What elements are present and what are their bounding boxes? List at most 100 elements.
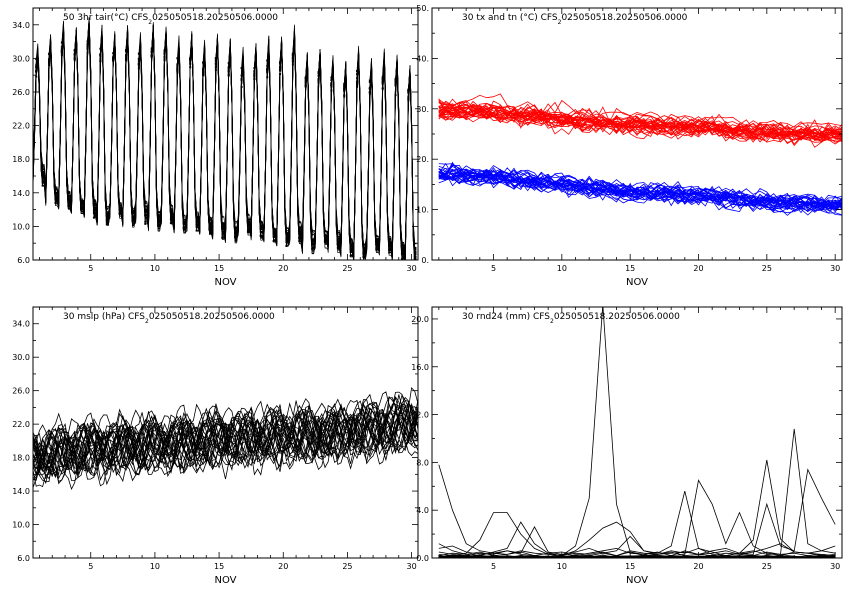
- member-marker: [285, 245, 288, 248]
- x-tick-label: 15: [625, 264, 635, 273]
- series-tn-member: [438, 170, 842, 208]
- ensemble-member-line: [33, 24, 417, 258]
- x-tick-label: 25: [762, 264, 772, 273]
- chart-panel-1: 5 10 15 20 25 30 6.0 10.0 14.0 18.0 22.0 26.0 30.0 34…: [12, 7, 419, 288]
- y-tick-label: 30.: [416, 105, 429, 114]
- chart-panel-2: 5 10 15 20 25 30 0. 10. 20. 30. 40. 50. NOV 30 tx and…: [416, 4, 843, 288]
- y-tick-label: 10.0: [12, 521, 30, 530]
- rain-member-2-line: [438, 307, 836, 557]
- chart-panel-4: 5 10 15 20 25 30 0.0 4.0 8.0 12.0 16.0 20.0 NOV 30 rn…: [411, 306, 843, 586]
- x-tick-label: 20: [278, 264, 288, 273]
- series-tx-member: [438, 93, 842, 136]
- chart-panel-3: 5 10 15 20 25 30 6.0 10.0 14.0 18.0 22.0 26.0 30.0 34…: [12, 306, 419, 586]
- x-tick-label: 15: [625, 562, 635, 571]
- x-axis-label: NOV: [214, 575, 236, 586]
- y-tick-label: 30.0: [12, 54, 30, 63]
- series-tx-member: [438, 111, 842, 148]
- member-marker: [41, 184, 44, 187]
- y-tick-label: 18.0: [12, 454, 30, 463]
- x-tick-label: 10: [557, 562, 567, 571]
- x-tick-label: 5: [88, 562, 93, 571]
- ensemble-member-line: [33, 402, 418, 477]
- y-tick-label: 14.0: [12, 189, 30, 198]
- member-marker: [375, 248, 378, 251]
- x-tick-label: 30: [830, 264, 840, 273]
- x-tick-label: 20: [693, 562, 703, 571]
- y-tick-label: 20.: [416, 155, 429, 164]
- member-marker: [272, 240, 275, 243]
- x-axis-label: NOV: [214, 277, 236, 288]
- chart-title: 30 mslp (hPa) CFS2025050518.20250506.000…: [63, 312, 275, 325]
- ensemble-member-line: [33, 413, 418, 491]
- member-marker: [349, 248, 352, 251]
- rain-member-3-line: [438, 459, 836, 557]
- member-marker: [400, 241, 403, 244]
- y-tick-label: 34.0: [12, 21, 30, 30]
- ensemble-member-line: [33, 416, 418, 486]
- y-tick-label: 22.0: [12, 122, 30, 131]
- x-axis-label: NOV: [626, 277, 648, 288]
- member-marker: [195, 223, 198, 226]
- member-marker: [41, 181, 44, 184]
- plot-frame: [431, 306, 843, 559]
- series-tx-member: [438, 98, 842, 135]
- x-tick-label: 25: [342, 264, 352, 273]
- series-tn-member: [438, 162, 842, 210]
- rain-background-member: [438, 554, 836, 558]
- y-tick-label: 14.0: [12, 487, 30, 496]
- rain-member-4-line: [438, 428, 836, 557]
- member-marker: [221, 236, 224, 239]
- chart-title: 30 rnd24 (mm) CFS2025050518.20250506.000…: [462, 312, 680, 325]
- plot-frame: [32, 306, 419, 559]
- series-tn-member: [438, 172, 842, 214]
- member-marker: [54, 201, 57, 204]
- y-tick-label: 30.0: [12, 353, 30, 362]
- ensemble-member-line: [33, 403, 418, 472]
- member-marker: [137, 52, 140, 55]
- plot-area: [33, 387, 418, 491]
- x-tick-label: 10: [557, 264, 567, 273]
- ensemble-member-line: [33, 410, 418, 476]
- y-tick-label: 8.0: [416, 458, 429, 467]
- y-tick-label: 26.0: [12, 88, 30, 97]
- series-tn-member: [438, 168, 842, 213]
- series-tn-member: [438, 176, 842, 216]
- series-tx-member: [438, 100, 842, 138]
- x-tick-label: 10: [150, 562, 160, 571]
- y-tick-label: 26.0: [12, 387, 30, 396]
- rain-background-member: [438, 554, 836, 558]
- rain-member-6-line: [438, 543, 836, 557]
- x-tick-label: 20: [693, 264, 703, 273]
- chart-title: 50 3hr tair(°C) CFS2025050518.20250506.0…: [63, 13, 278, 26]
- plot-frame: [32, 7, 419, 261]
- member-marker: [195, 229, 198, 232]
- member-marker: [208, 225, 211, 228]
- member-marker: [35, 57, 38, 60]
- y-tick-label: 0.0: [416, 554, 429, 563]
- member-marker: [221, 215, 224, 218]
- rain-member-5-line: [438, 468, 836, 557]
- y-tick-label: 4.0: [416, 506, 429, 515]
- plot-area: [33, 17, 417, 260]
- y-tick-label: 6.0: [17, 256, 30, 265]
- ensemble-member-line: [33, 411, 418, 485]
- y-tick-label: 16.0: [411, 363, 429, 372]
- member-marker: [144, 222, 147, 225]
- y-tick-label: 34.0: [12, 320, 30, 329]
- member-marker: [176, 57, 179, 60]
- x-tick-label: 25: [762, 562, 772, 571]
- y-tick-label: 18.0: [12, 155, 30, 164]
- series-tn-member: [438, 162, 842, 209]
- member-marker: [144, 220, 147, 223]
- y-tick-label: 50.: [416, 4, 429, 13]
- x-tick-label: 30: [830, 562, 840, 571]
- member-marker: [169, 221, 172, 224]
- y-tick-label: 10.: [416, 206, 429, 215]
- x-tick-label: 30: [406, 562, 416, 571]
- series-tx-member: [438, 100, 842, 133]
- member-marker: [80, 208, 83, 211]
- plot-area: [438, 307, 836, 558]
- plot-area: [438, 93, 842, 216]
- x-tick-label: 15: [214, 562, 224, 571]
